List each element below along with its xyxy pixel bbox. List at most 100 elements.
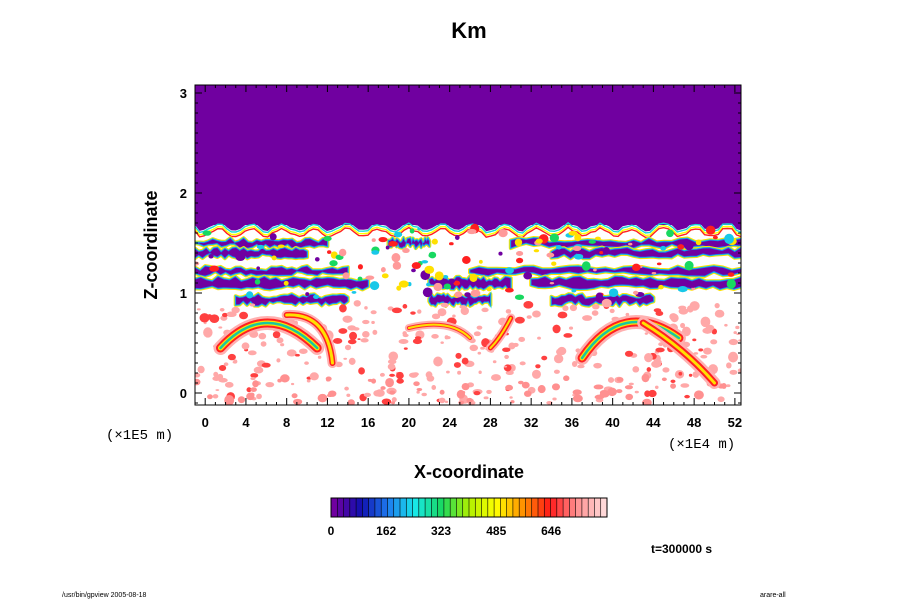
- field-blob: [632, 263, 641, 272]
- y-axis-label: Z-coordinate: [141, 190, 161, 299]
- field-blob: [433, 356, 443, 367]
- x-tick-label: 24: [442, 415, 457, 430]
- footer-right: arare-all: [760, 592, 786, 599]
- field-blob: [526, 315, 532, 319]
- field-blob: [591, 310, 599, 316]
- field-blob: [351, 291, 357, 294]
- field-blob: [486, 286, 492, 292]
- field-blob: [577, 364, 585, 369]
- field-blob: [582, 315, 593, 321]
- x-axis: 0 4 8 12 16 20 24 28 32 36 40 44 48 52: [202, 85, 742, 430]
- field-blob: [378, 236, 388, 243]
- field-blob: [670, 383, 676, 389]
- field-blob: [549, 281, 555, 285]
- field-blob: [271, 255, 277, 261]
- field-blob: [632, 366, 640, 373]
- field-blob: [371, 378, 377, 384]
- field-blob: [246, 291, 254, 299]
- field-blob: [328, 390, 337, 397]
- x-axis-label: X-coordinate: [414, 462, 524, 482]
- field-blob: [625, 393, 634, 401]
- field-blob: [431, 313, 441, 320]
- field-blob: [483, 396, 489, 400]
- field-blob: [317, 355, 322, 359]
- field-blob: [460, 306, 469, 316]
- field-blob: [670, 379, 676, 384]
- field-blob: [568, 326, 574, 330]
- field-blob: [339, 304, 347, 313]
- field-blob: [224, 394, 235, 405]
- field-blob: [196, 308, 201, 311]
- field-blob: [369, 281, 380, 291]
- field-blob: [553, 369, 560, 374]
- field-blob: [233, 359, 238, 364]
- colorbar-swatch: [550, 498, 558, 517]
- field-blob: [729, 369, 738, 375]
- field-blob: [218, 364, 227, 372]
- field-blob: [684, 240, 694, 251]
- field-blob: [391, 252, 401, 263]
- field-blob: [313, 294, 320, 299]
- field-blob: [452, 314, 456, 318]
- field-blob: [688, 373, 693, 377]
- field-blob: [641, 373, 650, 383]
- field-blob: [431, 384, 437, 390]
- field-blob: [425, 371, 433, 379]
- field-blob: [535, 364, 541, 369]
- field-blob: [552, 324, 561, 334]
- field-blob: [353, 300, 361, 307]
- field-blob: [541, 355, 548, 361]
- footer-left: /usr/bin/gpview 2005-08-18: [62, 592, 147, 599]
- field-blob: [421, 260, 429, 264]
- x-tick-label: 20: [402, 415, 416, 430]
- field-blob: [514, 294, 525, 300]
- field-blob: [235, 253, 246, 262]
- field-blob: [535, 238, 543, 244]
- field-blob: [646, 367, 652, 372]
- field-blob: [572, 245, 582, 251]
- field-blob: [714, 303, 720, 309]
- field-blob: [470, 289, 481, 297]
- field-blob: [593, 384, 604, 390]
- field-blob: [498, 229, 508, 238]
- colorbar-swatch: [356, 498, 363, 517]
- field-blob: [456, 389, 466, 399]
- y-unit-label: (×1E5 m): [106, 428, 173, 444]
- field-blob: [444, 335, 449, 340]
- field-blob: [651, 272, 657, 275]
- field-blob: [402, 333, 409, 338]
- field-blob: [469, 273, 478, 282]
- y-tick-label: 1: [180, 286, 187, 301]
- field-blob: [387, 363, 396, 371]
- field-blob: [655, 310, 664, 316]
- field-blob: [454, 291, 463, 298]
- field-blob: [362, 319, 370, 325]
- field-blob: [728, 351, 739, 363]
- field-blob: [437, 308, 447, 317]
- x-tick-label: 4: [242, 415, 250, 430]
- field-blob: [343, 357, 348, 360]
- field-blob: [260, 341, 267, 347]
- colorbar-swatch: [343, 498, 351, 517]
- colorbar-swatch: [531, 498, 539, 517]
- colorbar-swatch: [594, 498, 602, 517]
- x-tick-label: 12: [320, 415, 334, 430]
- field-blob: [625, 312, 630, 317]
- colorbar-swatch: [544, 498, 551, 517]
- field-blob: [368, 379, 373, 382]
- colorbar-swatch: [512, 498, 520, 517]
- field-blob: [446, 370, 450, 374]
- field-band-core: [530, 276, 741, 290]
- x-tick-label: 32: [524, 415, 538, 430]
- field-blob: [595, 292, 604, 301]
- field-band-core: [195, 237, 328, 249]
- field-blob: [402, 248, 410, 254]
- field-blob: [473, 331, 481, 337]
- field-blob: [666, 229, 674, 238]
- colorbar-tick-label: 323: [431, 524, 451, 538]
- field-plot: [195, 85, 741, 405]
- field-blob: [388, 241, 398, 247]
- colorbar-swatch: [331, 498, 338, 517]
- field-blob: [195, 378, 201, 386]
- field-blob: [557, 311, 568, 319]
